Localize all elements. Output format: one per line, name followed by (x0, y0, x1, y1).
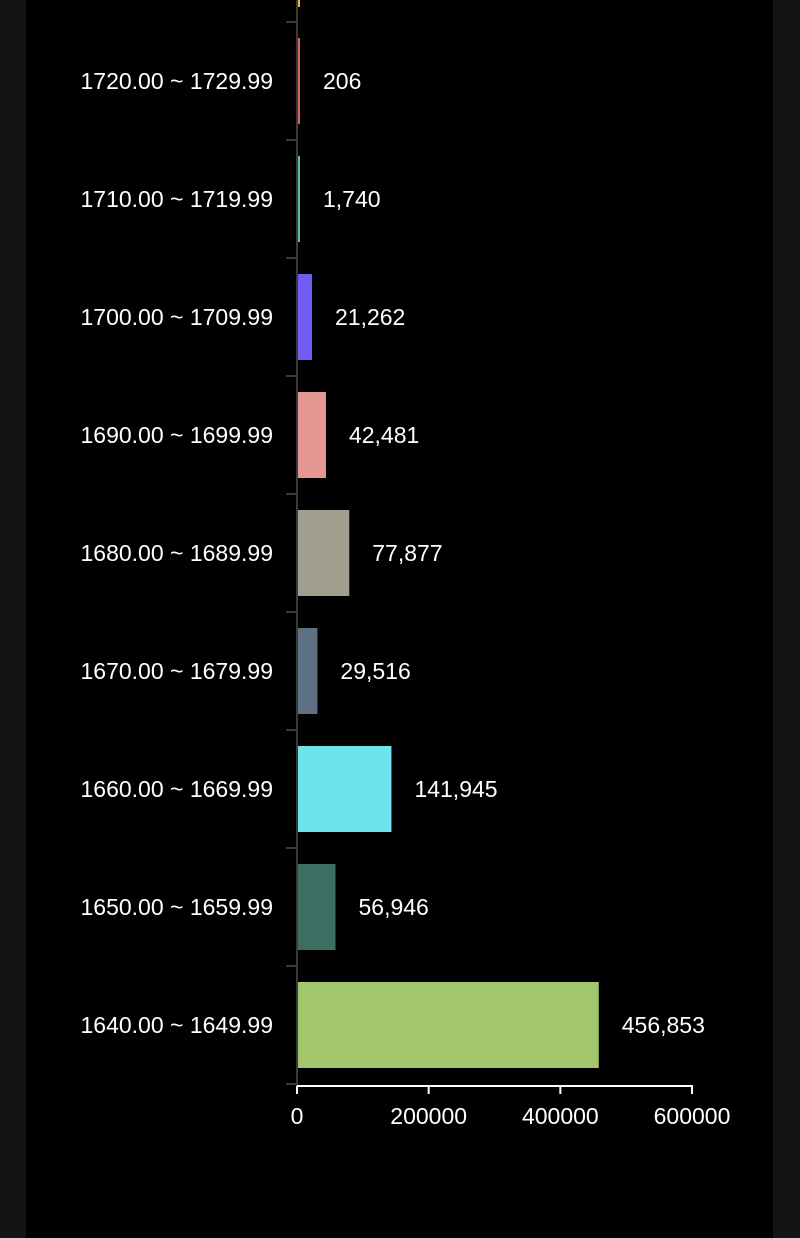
value-label: 21,262 (335, 304, 405, 330)
value-label: 29,516 (340, 658, 410, 684)
category-label: 1720.00 ~ 1729.99 (81, 68, 274, 94)
category-label: 1640.00 ~ 1649.99 (81, 1012, 274, 1038)
bar-1660.00[interactable] (298, 746, 392, 832)
bar-partial-top (298, 0, 300, 7)
x-tick-label: 0 (291, 1103, 304, 1129)
category-label: 1660.00 ~ 1669.99 (81, 776, 274, 802)
category-label: 1690.00 ~ 1699.99 (81, 422, 274, 448)
value-label: 56,946 (358, 894, 428, 920)
x-tick-label: 600000 (654, 1103, 731, 1129)
category-label: 1680.00 ~ 1689.99 (81, 540, 274, 566)
category-label: 1650.00 ~ 1659.99 (81, 894, 274, 920)
bar-1700.00[interactable] (298, 274, 312, 360)
category-label: 1710.00 ~ 1719.99 (81, 186, 274, 212)
bar-1710.00[interactable] (298, 156, 300, 242)
bar-1680.00[interactable] (298, 510, 350, 596)
value-label: 206 (323, 68, 361, 94)
value-label: 456,853 (622, 1012, 705, 1038)
category-label: 1670.00 ~ 1679.99 (81, 658, 274, 684)
x-tick-label: 200000 (390, 1103, 467, 1129)
bar-1670.00[interactable] (298, 628, 318, 714)
value-label: 141,945 (414, 776, 497, 802)
bar-1720.00[interactable] (298, 38, 300, 124)
value-label: 1,740 (323, 186, 381, 212)
x-tick-label: 400000 (522, 1103, 599, 1129)
bar-1650.00[interactable] (298, 864, 336, 950)
category-label: 1700.00 ~ 1709.99 (81, 304, 274, 330)
bar-1690.00[interactable] (298, 392, 326, 478)
value-label: 77,877 (372, 540, 442, 566)
value-label: 42,481 (349, 422, 419, 448)
bar-1640.00[interactable] (298, 982, 599, 1068)
